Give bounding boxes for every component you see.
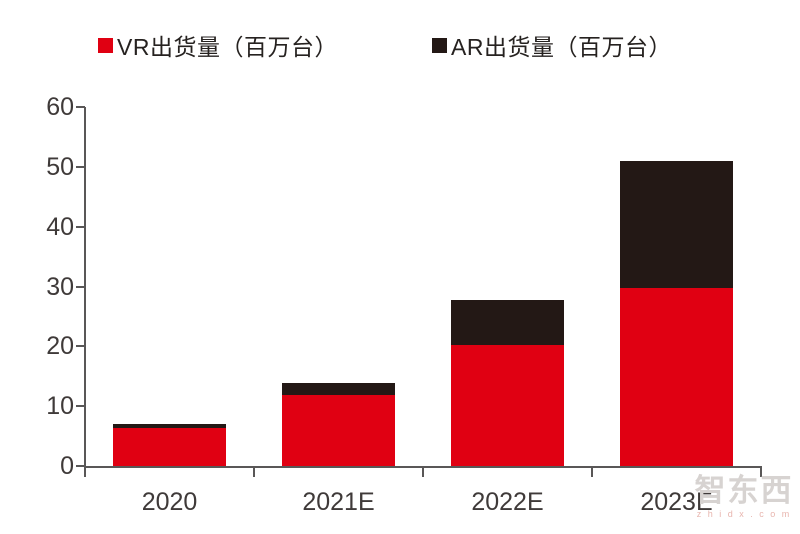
y-axis-tick-label: 50	[46, 152, 74, 181]
y-axis-tick	[76, 465, 85, 467]
x-axis-label-2021E: 2021E	[302, 488, 375, 516]
legend-item-ar: AR出货量（百万台）	[432, 31, 672, 60]
x-axis-line	[84, 466, 762, 468]
y-axis-tick	[76, 165, 85, 168]
bar-segment-2021E-vr	[282, 395, 395, 466]
y-axis-tick-label: 40	[46, 212, 74, 241]
x-axis-tick	[84, 468, 86, 477]
ar-legend-label: AR出货量（百万台）	[451, 34, 672, 60]
x-axis-tick	[760, 468, 762, 477]
x-axis-tick	[591, 468, 593, 477]
y-axis-tick	[76, 225, 85, 228]
y-axis-line	[84, 107, 86, 468]
x-axis-label-2020: 2020	[141, 488, 198, 516]
y-axis-tick-label: 30	[46, 272, 74, 301]
vr-legend-label: VR出货量（百万台）	[117, 34, 338, 60]
bar-segment-2022E-ar	[451, 299, 564, 346]
y-axis-tick-label: 10	[46, 392, 74, 421]
bar-segment-2020-vr	[113, 428, 226, 466]
y-axis-tick	[76, 285, 85, 288]
bar-segment-2020-ar	[113, 424, 226, 429]
x-axis-label-2023E: 2023E	[640, 488, 713, 516]
x-axis-tick	[253, 468, 255, 477]
y-axis-tick-label: 20	[46, 332, 74, 361]
ar-legend-square-icon	[432, 37, 447, 53]
y-axis-tick-label: 60	[46, 93, 74, 121]
y-axis-tick-label: 0	[60, 452, 74, 480]
vr-legend-square-icon	[98, 37, 113, 53]
y-axis-tick	[76, 345, 85, 348]
y-axis-tick	[76, 405, 85, 408]
bar-segment-2023E-vr	[620, 288, 733, 466]
y-axis-tick	[76, 106, 85, 108]
x-axis-tick	[422, 468, 424, 477]
bar-segment-2022E-vr	[451, 345, 564, 466]
x-axis-label-2022E: 2022E	[471, 488, 544, 516]
legend-item-vr: VR出货量（百万台）	[98, 31, 338, 60]
bar-segment-2021E-ar	[282, 383, 395, 396]
bar-segment-2023E-ar	[620, 160, 733, 289]
